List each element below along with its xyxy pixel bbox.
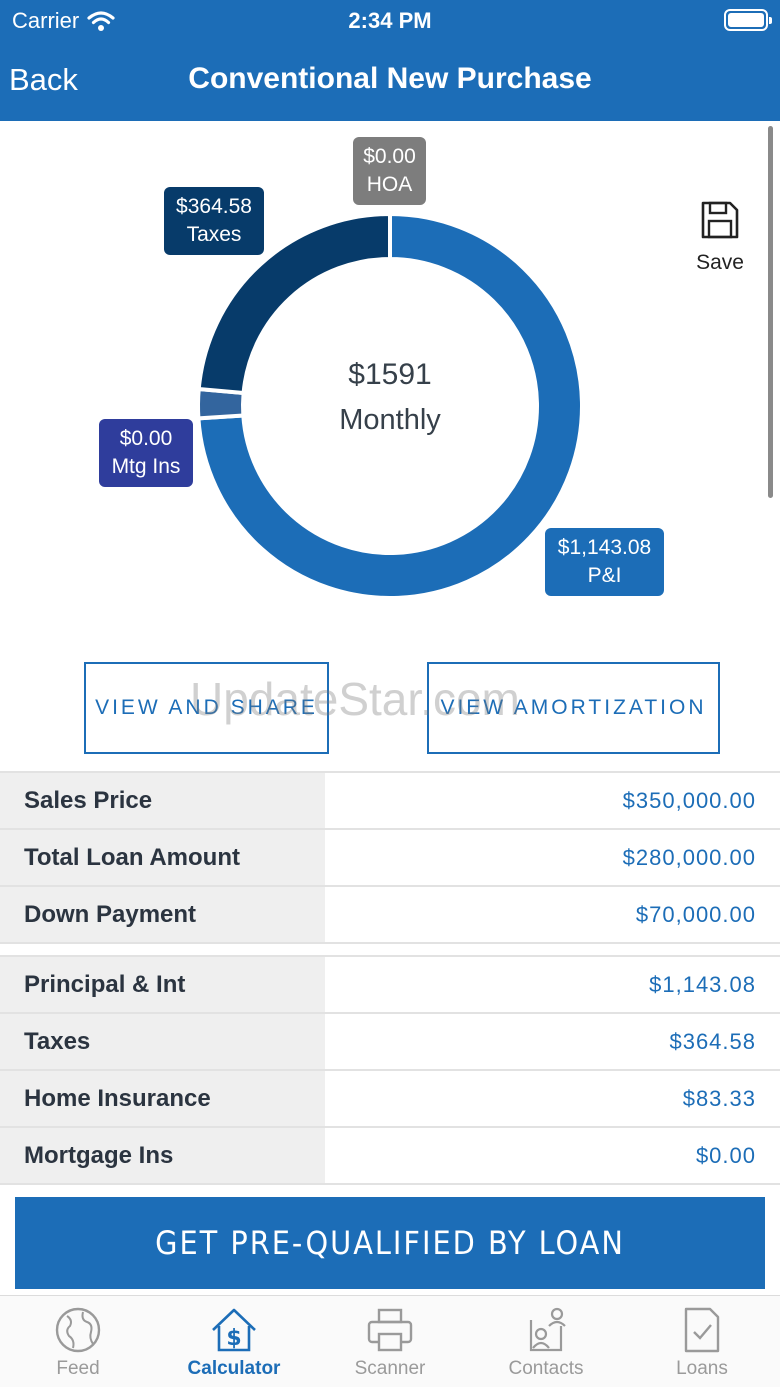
save-label: Save (696, 251, 744, 274)
table-row[interactable]: Taxes $364.58 (0, 1014, 780, 1071)
hoa-label: $0.00 HOA (353, 137, 426, 205)
taxes-amount: $364.58 (176, 195, 252, 218)
mtg-ins-name: Mtg Ins (111, 455, 181, 478)
row-value: $83.33 (682, 1085, 756, 1111)
tab-label: Loans (676, 1358, 728, 1379)
back-button[interactable]: Back (9, 62, 78, 97)
table-row[interactable]: Down Payment $70,000.00 (0, 887, 780, 944)
row-value: $1,143.08 (649, 971, 756, 997)
wifi-icon (87, 11, 115, 31)
pi-amount: $1,143.08 (557, 536, 652, 559)
carrier-info: Carrier (12, 8, 115, 34)
carrier-label: Carrier (12, 8, 80, 33)
view-and-share-button[interactable]: VIEW AND SHARE (84, 662, 329, 754)
table-row[interactable]: Total Loan Amount $280,000.00 (0, 830, 780, 887)
hoa-amount: $0.00 (363, 145, 416, 168)
status-bar: Carrier 2:34 PM (0, 0, 780, 42)
tab-scanner[interactable]: Scanner (312, 1296, 468, 1387)
house-dollar-icon: $ (212, 1308, 256, 1352)
save-button[interactable]: Save (690, 200, 750, 275)
donut-slice-pi[interactable] (196, 211, 584, 600)
mtg-ins-label: $0.00 Mtg Ins (99, 419, 193, 487)
row-label: Total Loan Amount (0, 830, 325, 885)
table-row[interactable]: Principal & Int $1,143.08 (0, 957, 780, 1014)
get-prequalified-button[interactable]: GET PRE-QUALIFIED BY LOAN (15, 1197, 765, 1289)
row-value: $364.58 (669, 1028, 756, 1054)
table-row[interactable]: Home Insurance $83.33 (0, 1071, 780, 1128)
table-row[interactable]: Sales Price $350,000.00 (0, 773, 780, 830)
floppy-disk-icon (701, 201, 739, 239)
row-label: Sales Price (0, 773, 325, 828)
table-row[interactable]: Mortgage Ins $0.00 (0, 1128, 780, 1185)
row-value: $280,000.00 (622, 844, 756, 870)
globe-icon (55, 1307, 101, 1353)
tab-label: Contacts (508, 1358, 584, 1379)
app-header: Carrier 2:34 PM Back Conventional New Pu… (0, 0, 780, 121)
hoa-name: HOA (366, 173, 413, 196)
payment-donut-chart (196, 211, 584, 600)
status-time: 2:34 PM (348, 8, 432, 33)
tab-bar: Feed $ Calculator Scanner Contacts (0, 1295, 780, 1387)
pi-name: P&I (587, 564, 622, 587)
tab-loans[interactable]: Loans (624, 1296, 780, 1387)
row-value: $350,000.00 (622, 787, 756, 813)
row-label: Home Insurance (0, 1071, 325, 1126)
taxes-label: $364.58 Taxes (164, 187, 264, 255)
row-label: Taxes (0, 1014, 325, 1069)
page-title: Conventional New Purchase (188, 62, 592, 95)
monthly-label: Monthly (339, 404, 441, 436)
document-check-icon (684, 1307, 720, 1353)
row-label: Mortgage Ins (0, 1128, 325, 1183)
payment-breakdown-table: Principal & Int $1,143.08 Taxes $364.58 … (0, 955, 780, 1185)
tab-contacts[interactable]: Contacts (468, 1296, 624, 1387)
tab-feed[interactable]: Feed (0, 1296, 156, 1387)
tab-label: Scanner (354, 1358, 426, 1379)
contacts-icon (529, 1307, 566, 1352)
monthly-total: $1591 (348, 358, 432, 391)
mtg-ins-amount: $0.00 (119, 427, 173, 450)
taxes-name: Taxes (186, 223, 242, 246)
view-amortization-button[interactable]: VIEW AMORTIZATION (427, 662, 720, 754)
scrollbar[interactable] (768, 126, 773, 498)
row-label: Principal & Int (0, 957, 325, 1012)
donut-slice-taxes[interactable] (196, 211, 392, 396)
tab-label: Calculator (187, 1358, 281, 1379)
row-value: $70,000.00 (635, 901, 756, 927)
pi-label: $1,143.08 P&I (545, 528, 664, 596)
loan-summary-table: Sales Price $350,000.00 Total Loan Amoun… (0, 771, 780, 944)
battery-icon (724, 9, 772, 31)
row-value: $0.00 (695, 1142, 756, 1168)
svg-text:$: $ (226, 1326, 241, 1351)
printer-icon (367, 1308, 413, 1352)
row-label: Down Payment (0, 887, 325, 942)
tab-calculator[interactable]: $ Calculator (156, 1296, 312, 1387)
tab-label: Feed (56, 1358, 100, 1379)
